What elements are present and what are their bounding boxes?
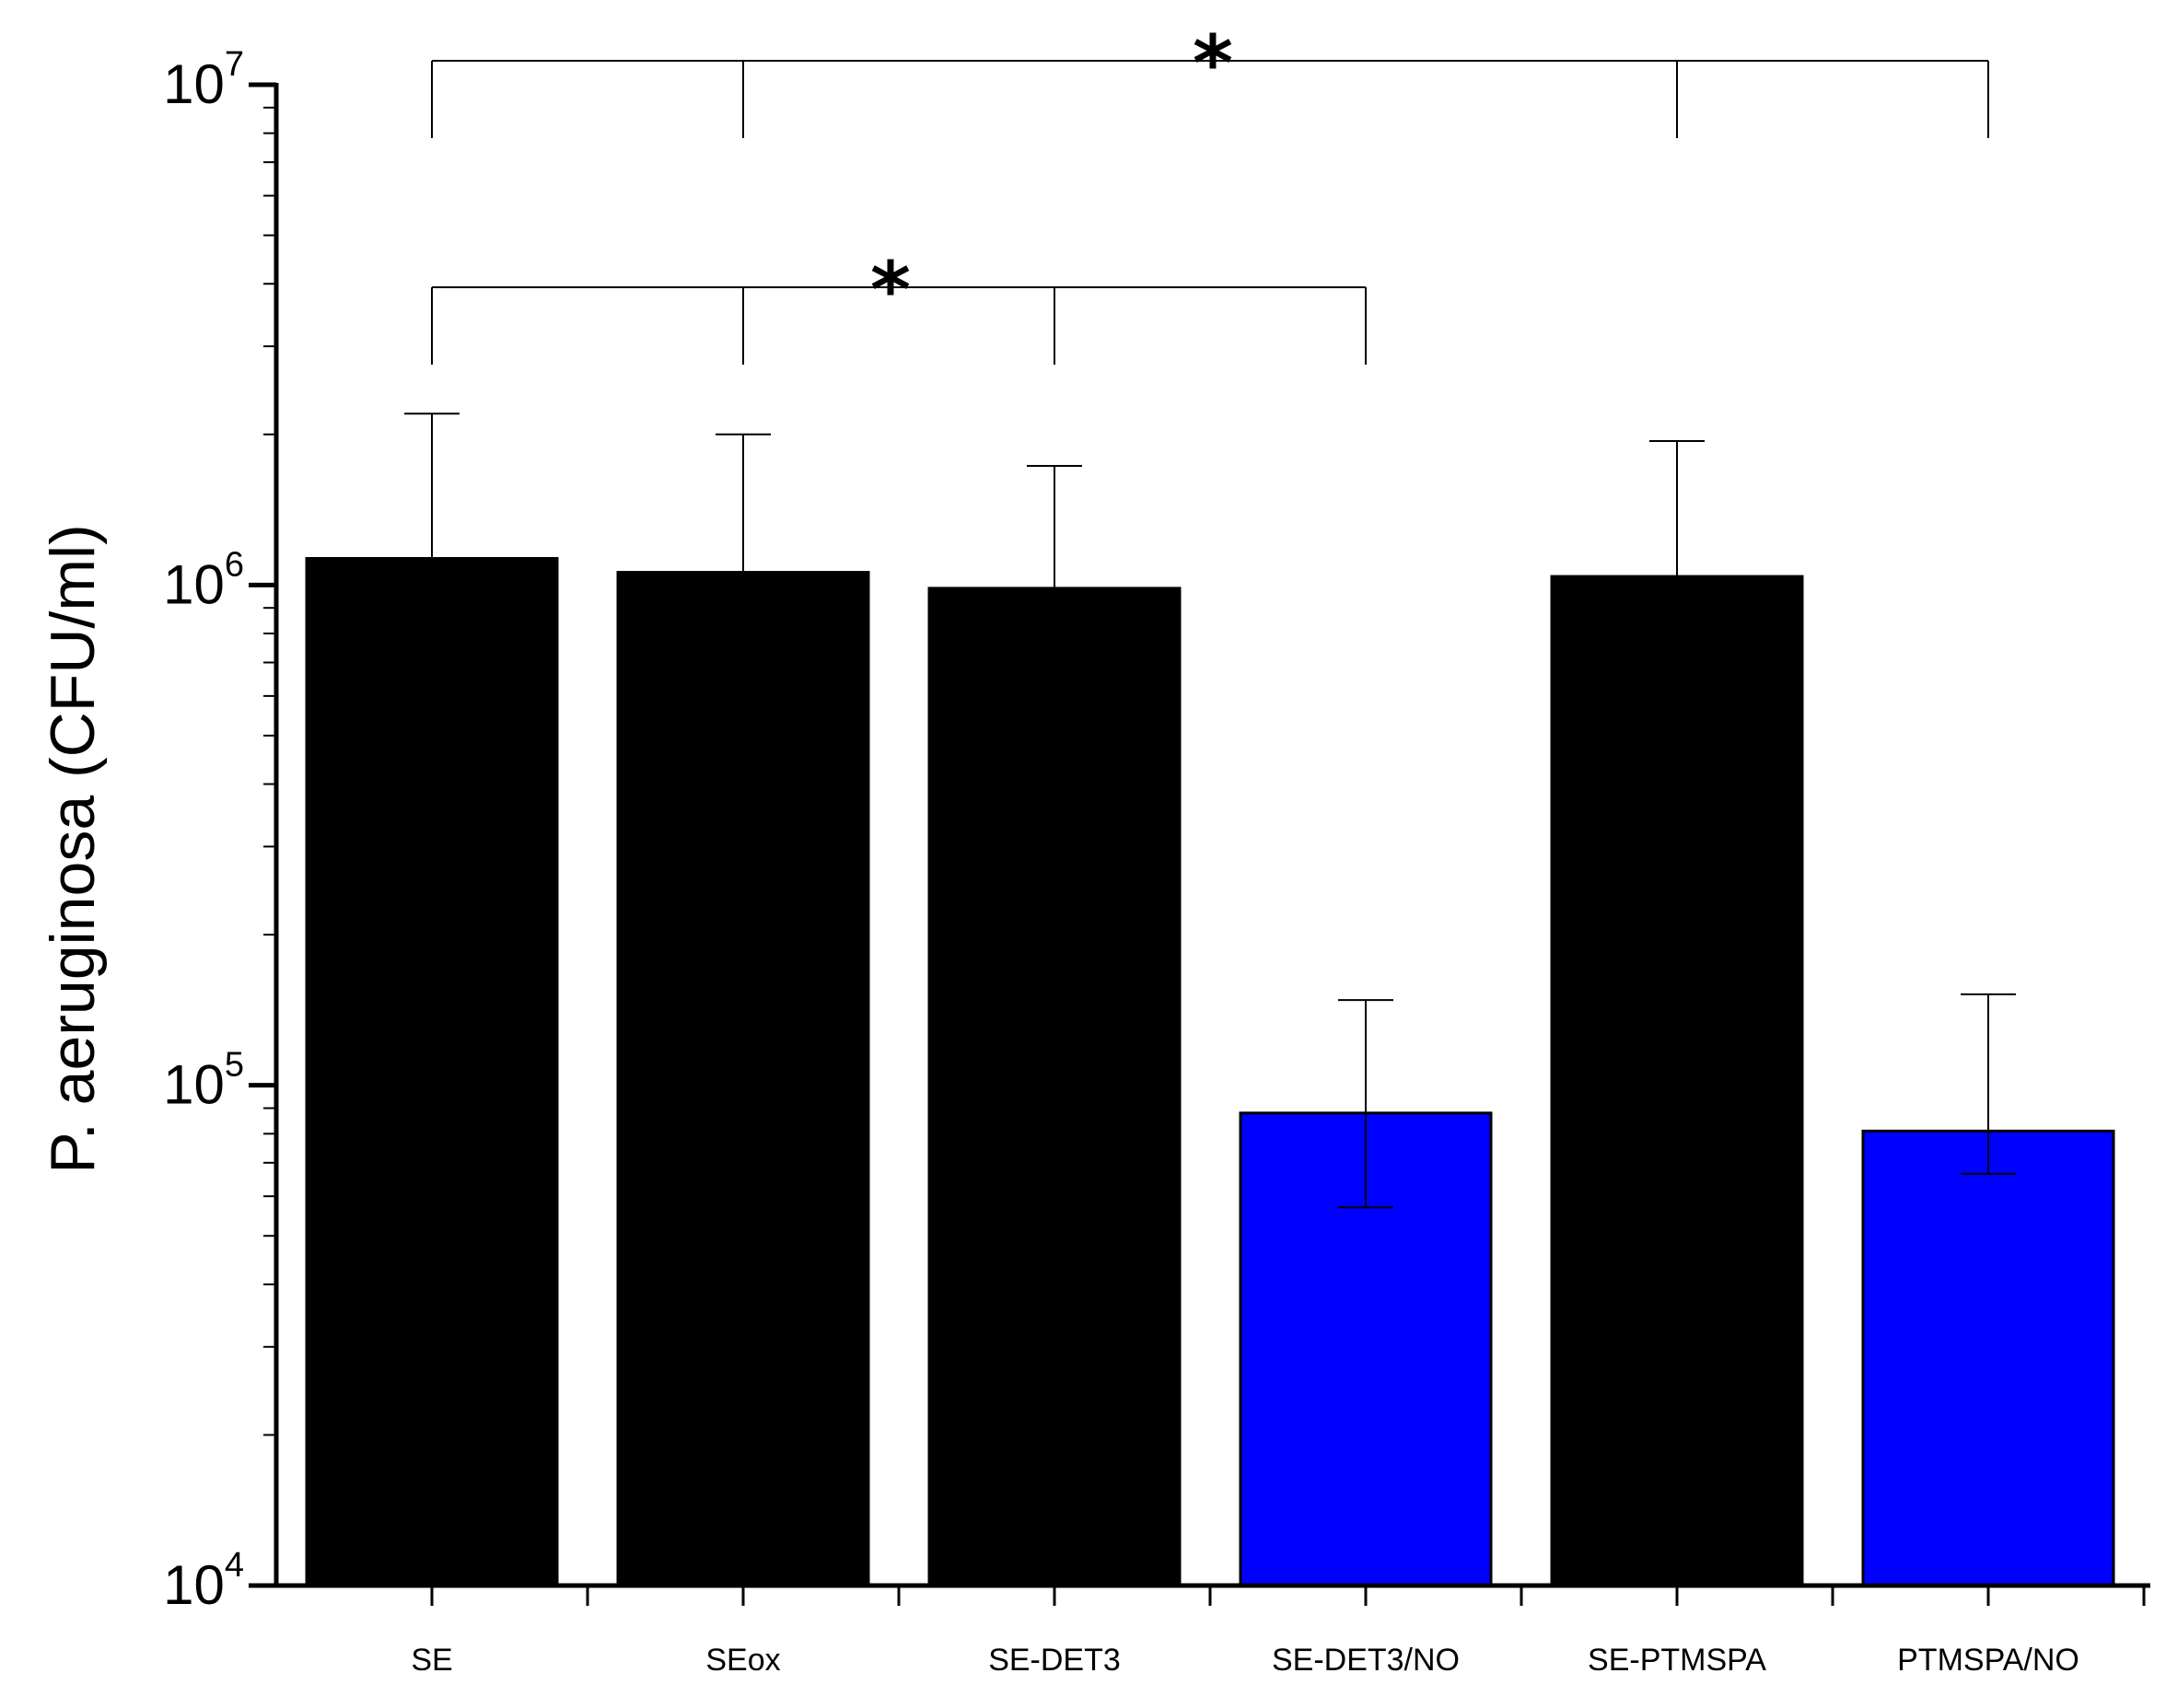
error-bars-layer [404,412,2016,1586]
axes-layer: 104 105 106 107 SE SEox SE-DET3 SE-DET3/NO SE-PT… [163,45,2150,1678]
y-axis-label: P. aeruginosa (CFU/ml) [38,524,108,1173]
x-tick-label-1: SE [411,1643,452,1678]
x-tick-label-2: SEox [705,1643,780,1678]
x-tick-label-5: SE-PTMSPA [1588,1643,1766,1678]
y-tick-label-1: 104 [163,1546,244,1616]
x-tick-label-6: PTMSPA/NO [1897,1643,2079,1678]
y-tick-label-3: 106 [163,545,244,615]
significance-star-1: * [1193,18,1233,109]
y-tick-label-4: 107 [163,45,244,115]
bars-layer [305,556,2115,1587]
significance-layer: ** [431,18,1989,365]
y-tick-label-2: 105 [163,1046,244,1116]
significance-star-2: * [870,245,911,335]
x-tick-label-3: SE-DET3 [988,1643,1121,1678]
bar-6 [1861,1129,2115,1587]
x-tick-label-4: SE-DET3/NO [1272,1643,1460,1678]
